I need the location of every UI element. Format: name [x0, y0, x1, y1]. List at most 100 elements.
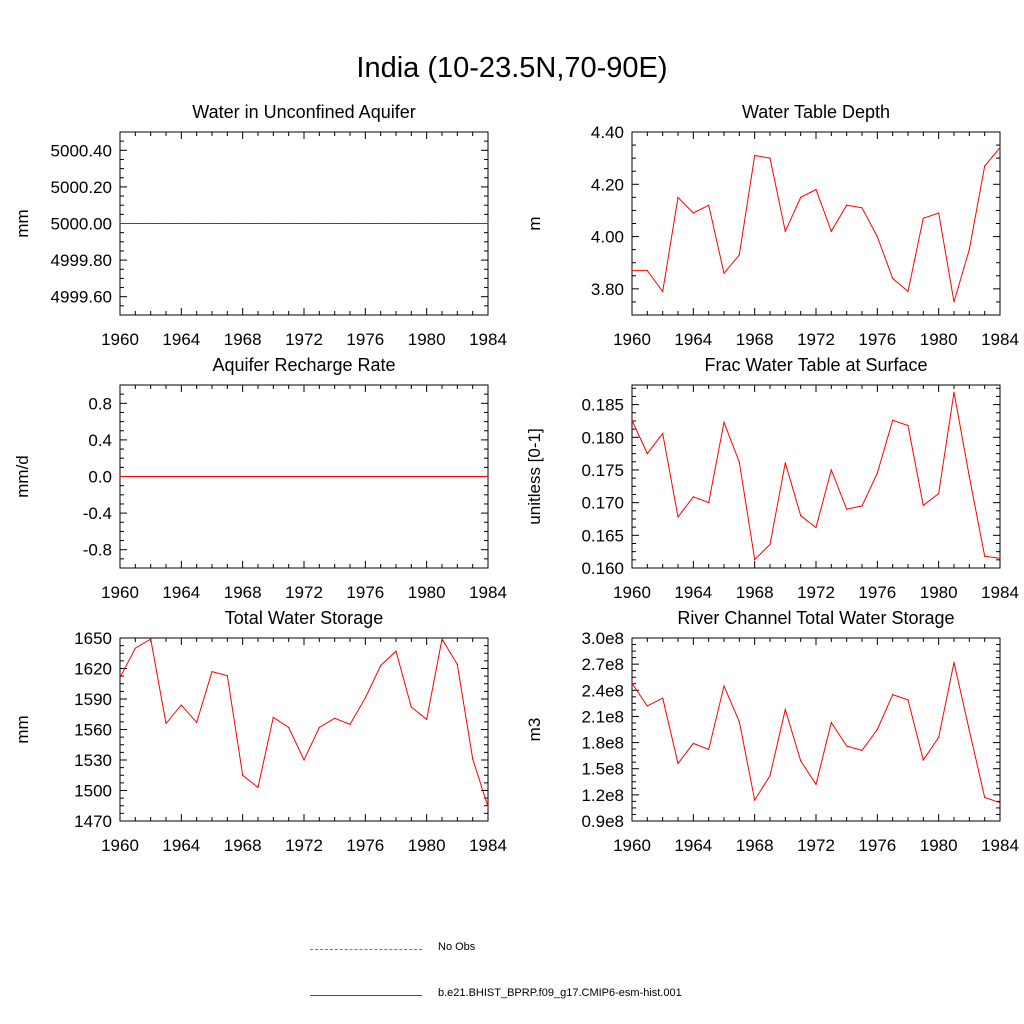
legend-swatch-solid: [310, 995, 422, 996]
series-line: [632, 147, 1001, 303]
data-point: [334, 222, 336, 225]
data-point: [662, 697, 664, 699]
plot-frame: [631, 131, 1001, 316]
data-point: [769, 775, 771, 777]
data-point: [892, 277, 894, 279]
x-tick-label: 1968: [736, 583, 774, 602]
data-point: [938, 212, 940, 214]
y-tick-label: 5000.00: [51, 215, 112, 234]
data-point: [738, 461, 740, 463]
data-point: [876, 728, 878, 731]
data-point: [692, 742, 694, 745]
data-point: [861, 207, 863, 209]
data-point: [441, 222, 443, 225]
plot-frame: [631, 384, 1001, 569]
data-point: [800, 196, 802, 198]
data-point: [830, 721, 832, 724]
data-point: [242, 222, 244, 225]
data-point: [662, 290, 664, 293]
data-point: [738, 721, 740, 723]
chart-title: Total Water Storage: [225, 608, 383, 628]
y-tick-label: 1500: [74, 782, 112, 801]
data-point: [410, 706, 412, 708]
data-point: [303, 222, 305, 225]
data-point: [723, 685, 725, 687]
data-point: [876, 472, 878, 474]
chart-water-table-depth: Water Table Depth 1960 1964 1968 1972 1976 198…: [525, 102, 1019, 349]
data-point: [180, 704, 182, 706]
x-tick-label: 1984: [469, 330, 507, 349]
legend-label: No Obs: [438, 941, 476, 953]
y-tick-label: 0.9e8: [581, 812, 624, 831]
data-point: [226, 222, 228, 225]
x-tick-label: 1968: [224, 330, 262, 349]
data-point: [861, 749, 863, 752]
y-axis-label: unitless [0-1]: [525, 428, 544, 524]
data-point: [134, 647, 136, 649]
x-tick-label: 1960: [613, 836, 651, 855]
y-tick-label: 4.40: [591, 123, 624, 142]
data-point: [922, 504, 924, 506]
y-tick-label: 2.1e8: [581, 707, 624, 726]
y-tick-label: 0.170: [581, 494, 624, 513]
y-tick-label: -0.4: [83, 504, 112, 523]
data-point: [708, 748, 710, 751]
y-tick-label: 0.165: [581, 526, 624, 545]
x-tick-label: 1960: [101, 583, 139, 602]
x-tick-label: 1968: [736, 836, 774, 855]
data-point: [134, 222, 136, 225]
data-point: [922, 759, 924, 761]
x-tick-label: 1972: [797, 583, 835, 602]
data-point: [150, 475, 152, 478]
data-point: [800, 760, 802, 762]
data-point: [364, 222, 366, 225]
data-point: [426, 475, 428, 478]
x-tick-label: 1964: [674, 836, 712, 855]
data-point: [472, 475, 474, 478]
data-point: [456, 475, 458, 478]
data-point: [380, 222, 382, 225]
data-point: [677, 516, 679, 518]
data-point: [938, 492, 940, 495]
data-point: [288, 222, 290, 225]
y-tick-label: 3.0e8: [581, 629, 624, 648]
x-tick-label: 1980: [920, 330, 958, 349]
plot-frame: [631, 637, 1001, 822]
x-tick-label: 1960: [613, 583, 651, 602]
data-point: [410, 475, 412, 478]
x-tick-label: 1964: [674, 330, 712, 349]
data-point: [211, 475, 213, 478]
y-tick-label: 1650: [74, 629, 112, 648]
data-point: [334, 475, 336, 478]
y-tick-label: 3.80: [591, 280, 624, 299]
data-point: [907, 424, 909, 427]
y-tick-label: 1590: [74, 690, 112, 709]
data-point: [364, 697, 366, 699]
data-point: [272, 475, 274, 478]
data-point: [395, 222, 397, 225]
y-tick-label: 1.8e8: [581, 734, 624, 753]
x-tick-label: 1972: [797, 836, 835, 855]
data-point: [119, 677, 121, 679]
data-point: [815, 526, 817, 529]
data-point: [472, 758, 474, 760]
data-point: [349, 723, 351, 726]
data-point: [456, 663, 458, 666]
x-tick-label: 1960: [101, 330, 139, 349]
data-point: [846, 745, 848, 747]
chart-title: Water Table Depth: [742, 102, 890, 122]
data-point: [211, 222, 213, 225]
y-axis-label: mm: [13, 715, 32, 743]
data-point: [487, 806, 489, 808]
x-tick-label: 1976: [858, 836, 896, 855]
data-point: [754, 154, 756, 157]
data-point: [303, 759, 305, 761]
x-tick-label: 1984: [981, 583, 1019, 602]
data-point: [999, 557, 1001, 559]
data-point: [677, 196, 679, 198]
data-point: [226, 475, 228, 478]
y-tick-label: 4.20: [591, 175, 624, 194]
data-point: [662, 432, 664, 434]
chart-aquifer-recharge-rate: Aquifer Recharge Rate 1960 1964 1968 1972 197…: [13, 355, 507, 602]
y-axis-label: mm/d: [13, 455, 32, 498]
